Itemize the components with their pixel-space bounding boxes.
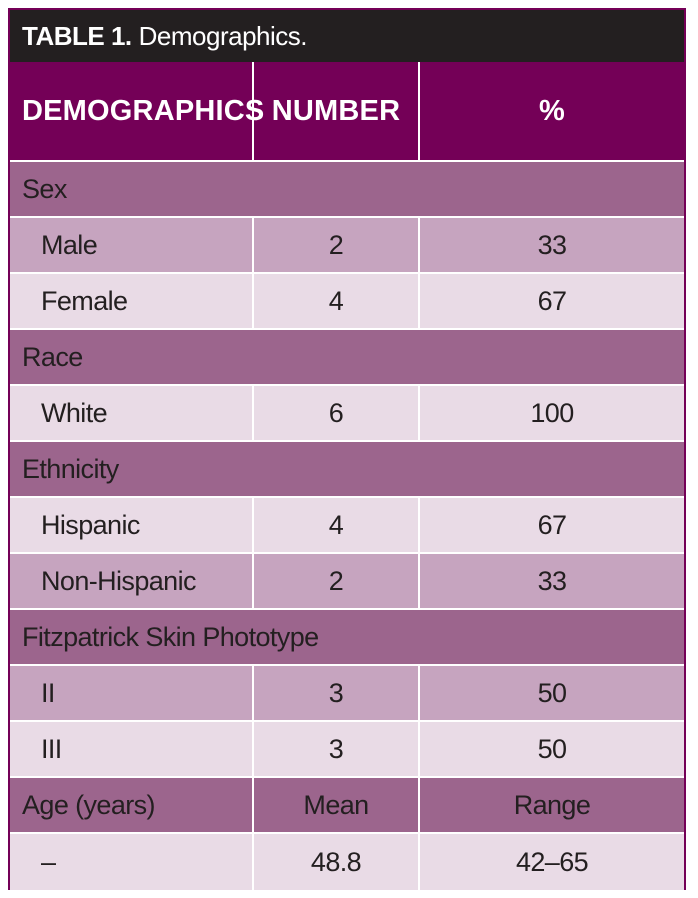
table-row: Female 4 67	[10, 274, 684, 330]
row-percent: 67	[420, 274, 684, 330]
row-number: 3	[254, 722, 420, 778]
age-header-row: Age (years) Mean Range	[10, 778, 684, 834]
table-title: TABLE 1. Demographics.	[10, 10, 684, 62]
row-number: 4	[254, 498, 420, 554]
row-label: White	[10, 386, 254, 442]
row-label: II	[10, 666, 254, 722]
table-title-text: Demographics.	[138, 20, 308, 51]
table-row: II 3 50	[10, 666, 684, 722]
table-frame: TABLE 1. Demographics. DEMOGRAPHICS NUMB…	[8, 8, 686, 890]
header-percent: %	[420, 62, 684, 162]
section-label: Fitzpatrick Skin Phototype	[10, 610, 684, 666]
row-label: Female	[10, 274, 254, 330]
row-percent: 33	[420, 218, 684, 274]
age-value-label: –	[10, 834, 254, 890]
row-number: 2	[254, 218, 420, 274]
section-row-sex: Sex	[10, 162, 684, 218]
age-value-row: – 48.8 42–65	[10, 834, 684, 890]
row-label: Hispanic	[10, 498, 254, 554]
section-row-race: Race	[10, 330, 684, 386]
age-range-value: 42–65	[420, 834, 684, 890]
age-mean-value: 48.8	[254, 834, 420, 890]
row-number: 6	[254, 386, 420, 442]
row-percent: 33	[420, 554, 684, 610]
row-percent: 50	[420, 666, 684, 722]
age-label: Age (years)	[10, 778, 254, 834]
table-row: Hispanic 4 67	[10, 498, 684, 554]
table-row: Male 2 33	[10, 218, 684, 274]
section-row-ethnicity: Ethnicity	[10, 442, 684, 498]
row-percent: 100	[420, 386, 684, 442]
header-demographics: DEMOGRAPHICS	[10, 62, 264, 162]
section-row-fitzpatrick: Fitzpatrick Skin Phototype	[10, 610, 684, 666]
row-label: III	[10, 722, 254, 778]
row-percent: 67	[420, 498, 684, 554]
row-label: Non-Hispanic	[10, 554, 254, 610]
age-range-header: Range	[420, 778, 684, 834]
table-row: Non-Hispanic 2 33	[10, 554, 684, 610]
row-number: 2	[254, 554, 420, 610]
section-label: Sex	[10, 162, 684, 218]
section-label: Ethnicity	[10, 442, 684, 498]
row-number: 4	[254, 274, 420, 330]
row-number: 3	[254, 666, 420, 722]
table-header-row: DEMOGRAPHICS NUMBER %	[10, 62, 684, 162]
row-percent: 50	[420, 722, 684, 778]
table-row: III 3 50	[10, 722, 684, 778]
table-title-label: TABLE 1.	[22, 20, 132, 51]
row-label: Male	[10, 218, 254, 274]
table-row: White 6 100	[10, 386, 684, 442]
age-mean-header: Mean	[254, 778, 420, 834]
demographics-table: DEMOGRAPHICS NUMBER % Sex Male 2 33 Fema…	[10, 62, 684, 890]
header-number: NUMBER	[254, 62, 420, 162]
section-label: Race	[10, 330, 684, 386]
